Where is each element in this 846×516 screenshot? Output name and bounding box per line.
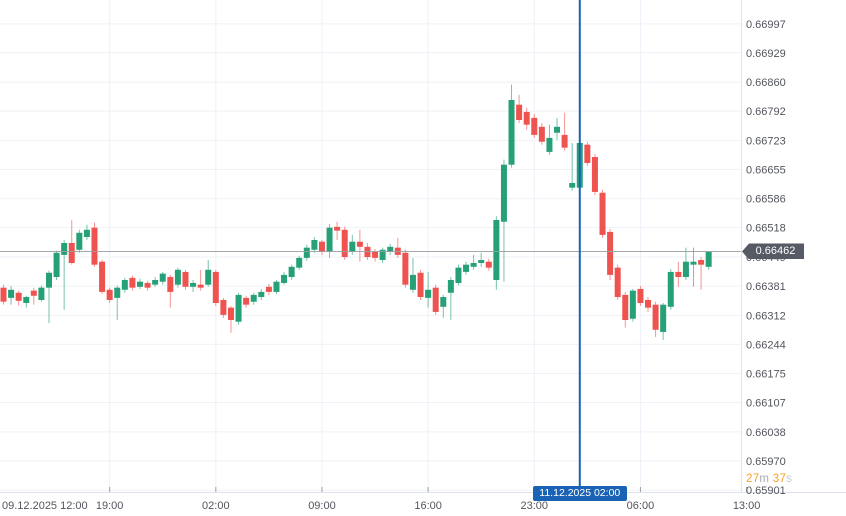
candlesticks xyxy=(0,84,712,340)
countdown-minutes: 27 xyxy=(746,473,760,485)
svg-text:23:00: 23:00 xyxy=(521,500,549,512)
svg-text:0.66997: 0.66997 xyxy=(746,19,786,31)
svg-text:0.66244: 0.66244 xyxy=(746,339,786,351)
time-marker-tag: 11.12.2025 02:00 xyxy=(532,486,627,501)
svg-text:0.66038: 0.66038 xyxy=(746,427,786,439)
svg-text:02:00: 02:00 xyxy=(202,500,230,512)
svg-text:0.66655: 0.66655 xyxy=(746,164,786,176)
countdown-seconds: 37 xyxy=(772,473,787,485)
svg-text:0.66860: 0.66860 xyxy=(746,77,786,89)
svg-text:0.65970: 0.65970 xyxy=(746,456,786,468)
svg-text:0.65901: 0.65901 xyxy=(746,485,786,497)
svg-text:0.66381: 0.66381 xyxy=(746,281,786,293)
svg-text:09:00: 09:00 xyxy=(308,500,336,512)
svg-text:0.66723: 0.66723 xyxy=(746,135,786,147)
svg-text:19:00: 19:00 xyxy=(96,500,124,512)
svg-text:0.66175: 0.66175 xyxy=(746,369,786,381)
last-price-value: 0.66462 xyxy=(755,245,796,258)
svg-text:0.66586: 0.66586 xyxy=(746,194,786,206)
svg-text:0.66929: 0.66929 xyxy=(746,48,786,60)
svg-text:0.66518: 0.66518 xyxy=(746,223,786,235)
countdown-minutes-unit: m xyxy=(759,473,770,485)
candle-close-countdown: 27m 37s xyxy=(746,473,792,485)
svg-text:13:00: 13:00 xyxy=(733,500,761,512)
svg-text:0.66792: 0.66792 xyxy=(746,106,786,118)
time-axis[interactable]: 09.12.2025 12:00 19:00 02:00 09:00 16:00 23:0… xyxy=(2,500,760,512)
last-price-tag: 0.66462 xyxy=(742,243,804,260)
time-marker-label: 11.12.2025 02:00 xyxy=(539,487,621,499)
svg-text:16:00: 16:00 xyxy=(414,500,442,512)
plot-area[interactable] xyxy=(0,0,747,492)
svg-text:0.66312: 0.66312 xyxy=(746,310,786,322)
svg-text:09.12.2025 12:00: 09.12.2025 12:00 xyxy=(2,500,88,512)
countdown-seconds-unit: s xyxy=(786,473,793,485)
svg-text:0.66107: 0.66107 xyxy=(746,398,786,410)
svg-text:06:00: 06:00 xyxy=(627,500,655,512)
grid xyxy=(0,0,741,492)
